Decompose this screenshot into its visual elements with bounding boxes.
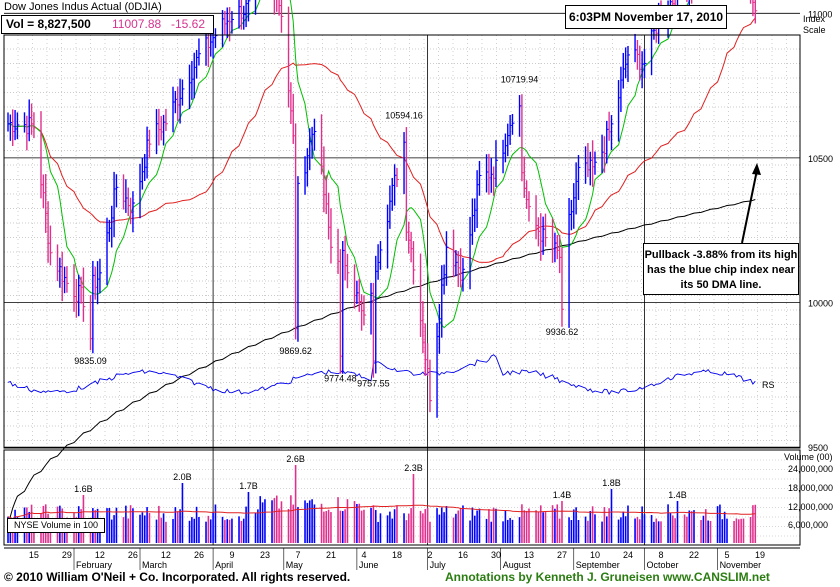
x-tick-label: 16	[458, 550, 468, 560]
x-tick-label: 13	[524, 550, 534, 560]
volume-legend: NYSE Volume in 100	[7, 518, 105, 533]
index-scale-label: Index	[803, 14, 826, 24]
volume-peak-label: 1.4B	[668, 490, 687, 500]
x-tick-label: 9	[229, 550, 234, 560]
month-label: May	[286, 560, 304, 570]
volume-ma-path	[7, 504, 756, 520]
x-tick-label: 23	[260, 550, 270, 560]
price-change: -15.62	[171, 17, 206, 31]
month-label: August	[503, 560, 532, 570]
annotation-box: Pullback -3.88% from its high has the bl…	[643, 243, 799, 295]
volume-pane-frame	[3, 449, 801, 546]
x-tick-label: 26	[194, 550, 204, 560]
x-tick-label: 29	[62, 550, 72, 560]
x-tick-label: 15	[29, 550, 39, 560]
x-tick-label: 7	[295, 550, 300, 560]
volume-tick-label: 6,000,000	[788, 520, 828, 530]
x-tick-label: 8	[658, 550, 663, 560]
last-price: 11007.88	[112, 17, 162, 31]
x-tick-label: 19	[755, 550, 765, 560]
ma-200-path	[7, 199, 756, 534]
price-extreme-label: 9835.09	[74, 356, 107, 366]
x-tick-label: 30	[491, 550, 501, 560]
volume-peak-label: 2.0B	[173, 472, 192, 482]
rs-path	[7, 354, 756, 395]
month-label: July	[430, 560, 447, 570]
x-tick-label: 2	[427, 550, 432, 560]
x-tick-label: 24	[623, 550, 633, 560]
ma-200-line	[7, 199, 756, 534]
price-extreme-label: 9774.48	[324, 374, 357, 384]
volume-unit-label: Volume (00)	[784, 452, 833, 462]
month-label: March	[142, 560, 167, 570]
x-tick-label: 12	[95, 550, 105, 560]
volume-bars	[7, 465, 757, 543]
volume-peak-label: 1.7B	[239, 481, 258, 491]
copyright-notice: © 2010 William O'Neil + Co. Incorporated…	[4, 570, 351, 584]
volume-ma-line	[7, 504, 756, 520]
volume-peak-label: 2.3B	[404, 463, 423, 473]
x-tick-label: 12	[161, 550, 171, 560]
volume-peak-label: 2.6B	[286, 454, 305, 464]
x-tick-label: 5	[724, 550, 729, 560]
volume-peak-label: 1.8B	[602, 478, 621, 488]
annotation-arrow	[741, 169, 758, 244]
price-extreme-label: 9936.62	[546, 327, 579, 337]
annotation-arrowhead	[752, 163, 761, 175]
volume-tick-label: 24,000,000	[788, 464, 833, 474]
month-label: October	[646, 560, 678, 570]
price-tick-label: 11000	[808, 9, 832, 19]
x-tick-label: 18	[392, 550, 402, 560]
chart-title: Dow Jones Indus Actual (0DJIA)	[4, 1, 162, 13]
month-label: June	[359, 560, 379, 570]
month-label: November	[720, 560, 762, 570]
rs-label: RS	[762, 380, 775, 390]
volume-label: Vol = 8,827,500	[6, 17, 91, 31]
price-tick-label: 9500	[808, 443, 828, 453]
rs-line: RS	[7, 354, 775, 395]
volume-peak-label: 1.4B	[553, 490, 572, 500]
x-tick-label: 4	[361, 550, 366, 560]
month-label: April	[215, 560, 233, 570]
x-tick-label: 21	[326, 550, 336, 560]
volume-tick-label: 18,000,000	[788, 483, 833, 493]
timestamp-box: 6:03PM November 17, 2010	[565, 5, 727, 29]
annotations-credit: Annotations by Kenneth J. Gruneisen www.…	[445, 570, 770, 584]
price-pane-frame	[3, 34, 801, 449]
price-extreme-label: 10594.16	[385, 111, 423, 121]
chart-labels: 9835.0911258.019869.629774.489757.551059…	[74, 74, 761, 500]
month-label: September	[576, 560, 620, 570]
price-extreme-label: 10719.94	[501, 74, 539, 84]
x-tick-label: 10	[590, 550, 600, 560]
month-label: February	[76, 560, 113, 570]
price-extreme-label: 9757.55	[357, 379, 390, 389]
x-tick-label: 27	[557, 550, 567, 560]
price-extreme-label: 9869.62	[279, 346, 312, 356]
index-scale-label-2: Scale	[803, 25, 826, 35]
axes: 9500100001050011000115006,000,00012,000,…	[3, 9, 833, 570]
quote-box: Vol = 8,827,500 11007.88 -15.62	[1, 15, 214, 34]
x-tick-label: 26	[128, 550, 138, 560]
price-tick-label: 10000	[808, 299, 833, 309]
price-tick-label: 10500	[808, 154, 833, 164]
volume-tick-label: 12,000,000	[788, 502, 833, 512]
x-tick-label: 22	[689, 550, 699, 560]
volume-peak-label: 1.6B	[74, 484, 93, 494]
